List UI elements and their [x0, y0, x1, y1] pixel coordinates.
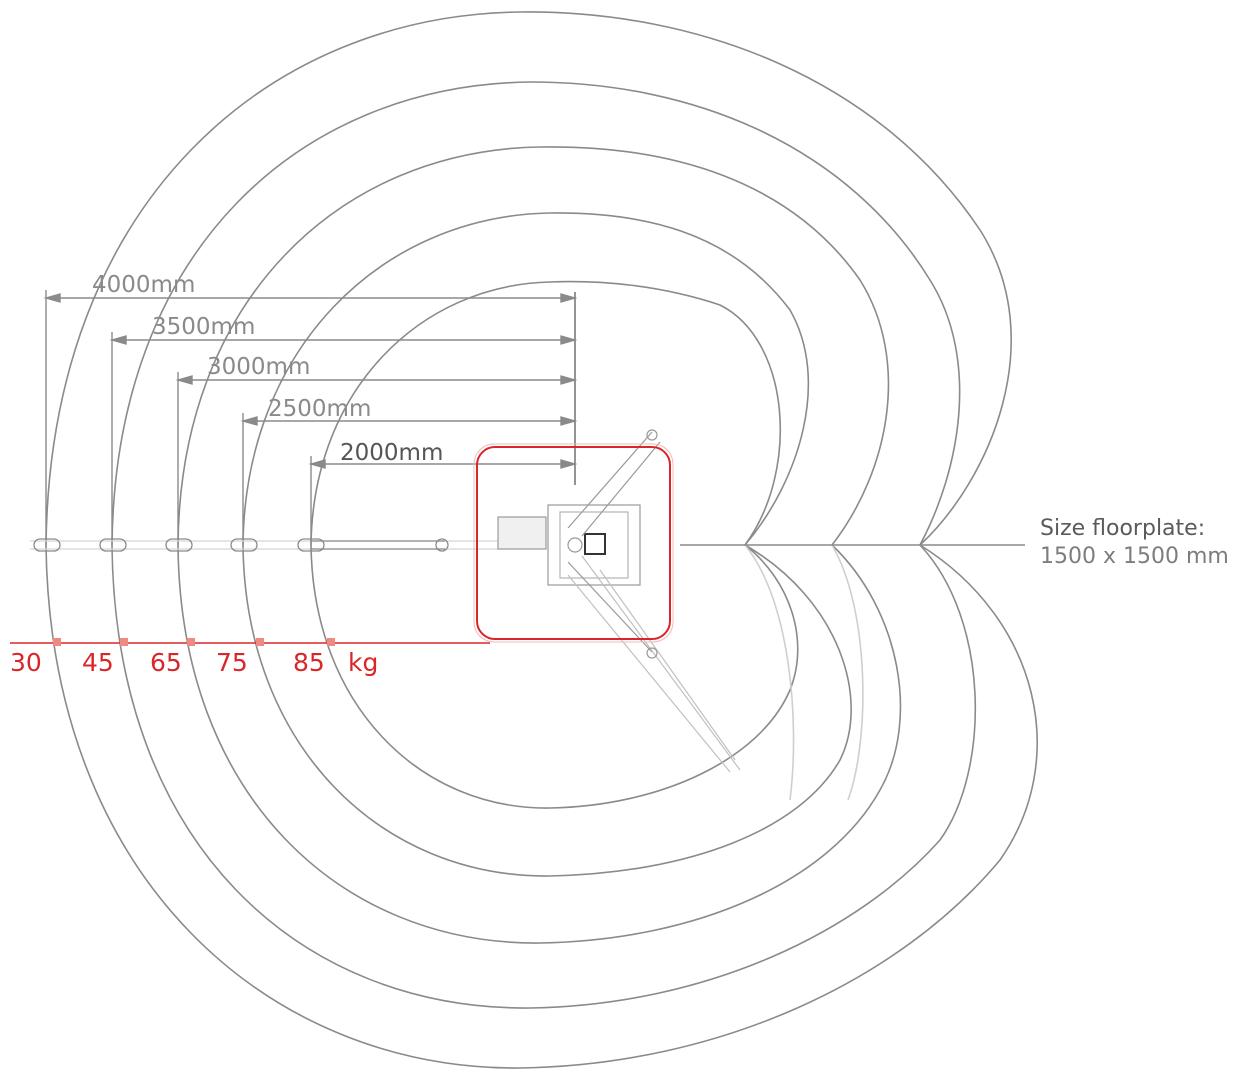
jib-arm-upper-b: [581, 441, 661, 537]
load-label-65: 65: [150, 648, 182, 677]
dim-arrow-2000-right: [560, 459, 578, 469]
dim-arrow-3500-left: [109, 335, 127, 345]
dim-arrow-3000-left: [175, 375, 193, 385]
reach-label-2500: 2500mm: [268, 396, 371, 422]
dim-arrow-3500-right: [560, 335, 578, 345]
load-marker-65: [187, 638, 195, 646]
dim-arrow-4000-left: [43, 293, 61, 303]
jib-tip-upper: [646, 429, 658, 441]
hook-4000: [33, 538, 61, 552]
dim-arrow-3000-right: [560, 375, 578, 385]
load-scale: [10, 638, 490, 646]
boom-pivot: [435, 538, 449, 552]
dimension-lines: [43, 290, 578, 545]
boom-arm: [30, 538, 500, 552]
jib-arm-lower-d: [567, 574, 731, 773]
load-marker-75: [256, 638, 264, 646]
hook-2000: [297, 538, 325, 552]
reach-label-4000: 4000mm: [92, 272, 195, 298]
dim-arrow-2000-left: [308, 459, 326, 469]
reach-envelope-4000: [45, 11, 1038, 1069]
mast-center: [584, 533, 606, 555]
reach-label-3500: 3500mm: [152, 314, 255, 340]
base-frame: [547, 504, 641, 586]
jib-arm-lower-c: [599, 569, 736, 761]
load-label-75: 75: [216, 648, 248, 677]
load-marker-85: [327, 638, 335, 646]
reach-label-3000: 3000mm: [207, 354, 310, 380]
floorplate-size: 1500 x 1500 mm: [1040, 544, 1229, 569]
base-frame-inner: [559, 511, 629, 579]
reach-label-2000: 2000mm: [340, 440, 443, 466]
rotation-arcs: [744, 544, 864, 801]
load-label-85: 85: [293, 648, 325, 677]
dim-arrow-2500-right: [560, 416, 578, 426]
dim-arrow-4000-right: [560, 293, 578, 303]
floorplate-title: Size floorplate:: [1040, 516, 1205, 541]
load-marker-30: [53, 638, 61, 646]
jib-tip-lower: [646, 647, 658, 659]
rotation-arc-outer: [831, 544, 864, 801]
counterweight-block: [497, 516, 547, 550]
jib-arm-lower-b: [581, 555, 741, 771]
dim-arrow-2500-left: [240, 416, 258, 426]
floorplate-outline-halo: [473, 443, 674, 643]
hook-2500: [230, 538, 258, 552]
load-unit: kg: [348, 648, 378, 677]
load-label-30: 30: [10, 648, 42, 677]
slew-ring: [567, 537, 583, 553]
load-label-45: 45: [82, 648, 114, 677]
crane-base: [497, 429, 741, 773]
rotation-arc-inner: [744, 544, 795, 801]
jib-arm-lower-a: [567, 561, 653, 653]
hook-3000: [165, 538, 193, 552]
hook-3500: [99, 538, 127, 552]
load-marker-45: [120, 638, 128, 646]
floorplate-outline: [476, 446, 671, 640]
reach-envelope-2500: [242, 212, 852, 877]
